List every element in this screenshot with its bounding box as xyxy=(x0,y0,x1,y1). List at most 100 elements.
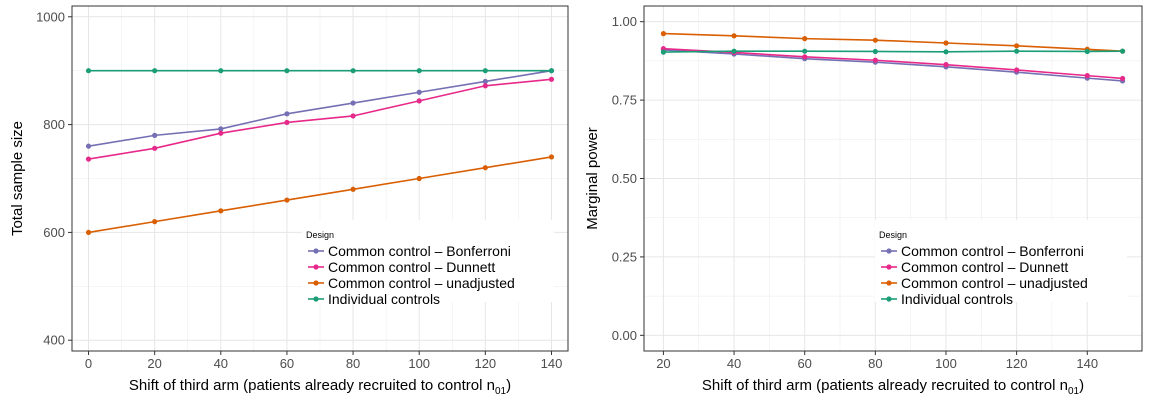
x-tick-label: 80 xyxy=(868,356,882,371)
data-point xyxy=(943,40,949,46)
data-point xyxy=(350,113,356,119)
data-point xyxy=(284,197,290,203)
legend-label: Individual controls xyxy=(901,291,1013,307)
legend-title: Design xyxy=(879,230,907,240)
marginal-power-chart: 20 40 60 80 100 120 140 0.00 0.25 0.50 0.75 1.00 Shi… xyxy=(584,5,1143,397)
x-tick-label: 80 xyxy=(346,356,360,371)
legend: Design Common control – Bonferroni Common … xyxy=(302,220,554,307)
x-tick-label: 120 xyxy=(1006,356,1028,371)
data-point xyxy=(482,83,488,89)
legend-label: Common control – unadjusted xyxy=(328,275,515,291)
legend-label: Common control – Dunnett xyxy=(901,259,1068,275)
data-point xyxy=(731,33,737,39)
data-point xyxy=(152,68,158,74)
x-tick-label: 20 xyxy=(147,356,161,371)
data-point xyxy=(1084,48,1090,55)
data-point xyxy=(872,57,878,63)
x-tick-label: 40 xyxy=(727,356,741,371)
series-line-1 xyxy=(88,69,552,147)
data-point xyxy=(1014,43,1020,49)
x-tick-label: 140 xyxy=(1076,356,1098,371)
series-line-2 xyxy=(663,47,1123,80)
y-tick-label: 0.00 xyxy=(612,328,637,343)
data-point xyxy=(1084,73,1090,79)
x-axis-title: Shift of third arm (patients already rec… xyxy=(702,377,1084,397)
data-point xyxy=(548,154,555,160)
data-point xyxy=(660,49,667,55)
series-line-3 xyxy=(663,32,1123,52)
data-point xyxy=(416,98,422,104)
data-point xyxy=(416,175,422,182)
y-tick-label: 800 xyxy=(43,117,65,132)
data-point xyxy=(482,68,488,74)
y-tick-label: 400 xyxy=(43,333,65,348)
data-point xyxy=(152,145,158,151)
y-axis-title: Total sample size xyxy=(9,121,26,236)
legend-background xyxy=(302,220,554,302)
data-point xyxy=(218,126,224,132)
data-point xyxy=(943,62,949,68)
data-point xyxy=(1014,67,1020,73)
x-tick-label: 20 xyxy=(656,356,670,371)
data-point xyxy=(218,208,224,214)
data-point xyxy=(802,54,808,60)
y-axis-title: Marginal power xyxy=(584,127,601,230)
data-point xyxy=(548,68,555,74)
x-tick-label: 100 xyxy=(935,356,957,371)
legend-key-point xyxy=(313,248,319,254)
data-point xyxy=(802,36,808,42)
data-point xyxy=(1119,48,1126,54)
legend-title: Design xyxy=(306,230,334,240)
legend-key-point xyxy=(886,296,892,302)
data-point xyxy=(872,37,878,43)
legend-label: Common control – unadjusted xyxy=(901,275,1088,291)
legend-key-point xyxy=(886,264,892,270)
data-point xyxy=(482,78,488,85)
legend-label: Common control – Bonferroni xyxy=(328,243,511,259)
y-tick-label: 0.75 xyxy=(612,93,637,108)
data-point xyxy=(152,132,158,138)
x-tick-label: 100 xyxy=(408,356,430,371)
data-point xyxy=(85,156,92,162)
legend-key-point xyxy=(886,280,892,286)
panel-border xyxy=(71,5,569,352)
series-line-3 xyxy=(88,156,552,234)
data-point xyxy=(416,89,422,95)
y-tick-label: 1.00 xyxy=(612,14,637,29)
sample-size-chart: 0 20 40 60 80 100 120 140 400 600 800 1000 Shift of … xyxy=(9,5,569,397)
series-line-1 xyxy=(663,49,1123,82)
legend-key-point xyxy=(886,248,892,254)
x-tick-label: 0 xyxy=(85,356,92,371)
data-point xyxy=(284,68,290,74)
data-point xyxy=(482,165,488,171)
x-tick-label: 60 xyxy=(280,356,294,371)
data-point xyxy=(872,48,878,55)
data-point xyxy=(284,119,290,126)
data-point xyxy=(731,48,737,54)
data-point xyxy=(416,68,422,74)
x-tick-label: 40 xyxy=(214,356,228,371)
data-point xyxy=(802,48,808,54)
legend-key-point xyxy=(313,280,319,286)
legend-label: Individual controls xyxy=(328,291,440,307)
data-point xyxy=(218,68,224,74)
x-tick-label: 60 xyxy=(797,356,811,371)
x-tick-label: 120 xyxy=(474,356,496,371)
data-point xyxy=(1119,75,1126,82)
data-point xyxy=(85,68,92,74)
y-tick-label: 600 xyxy=(43,225,65,240)
series-line-4 xyxy=(663,50,1123,53)
data-point xyxy=(350,68,356,74)
y-tick-label: 0.50 xyxy=(612,171,637,186)
legend-key-point xyxy=(313,264,319,270)
data-point xyxy=(548,76,555,82)
legend-key-point xyxy=(313,296,319,302)
data-point xyxy=(218,130,224,136)
legend-background xyxy=(875,220,1127,302)
data-point xyxy=(943,49,949,55)
x-axis-title: Shift of third arm (patients already rec… xyxy=(129,377,511,397)
x-tick-label: 140 xyxy=(541,356,563,371)
data-point xyxy=(350,186,356,192)
